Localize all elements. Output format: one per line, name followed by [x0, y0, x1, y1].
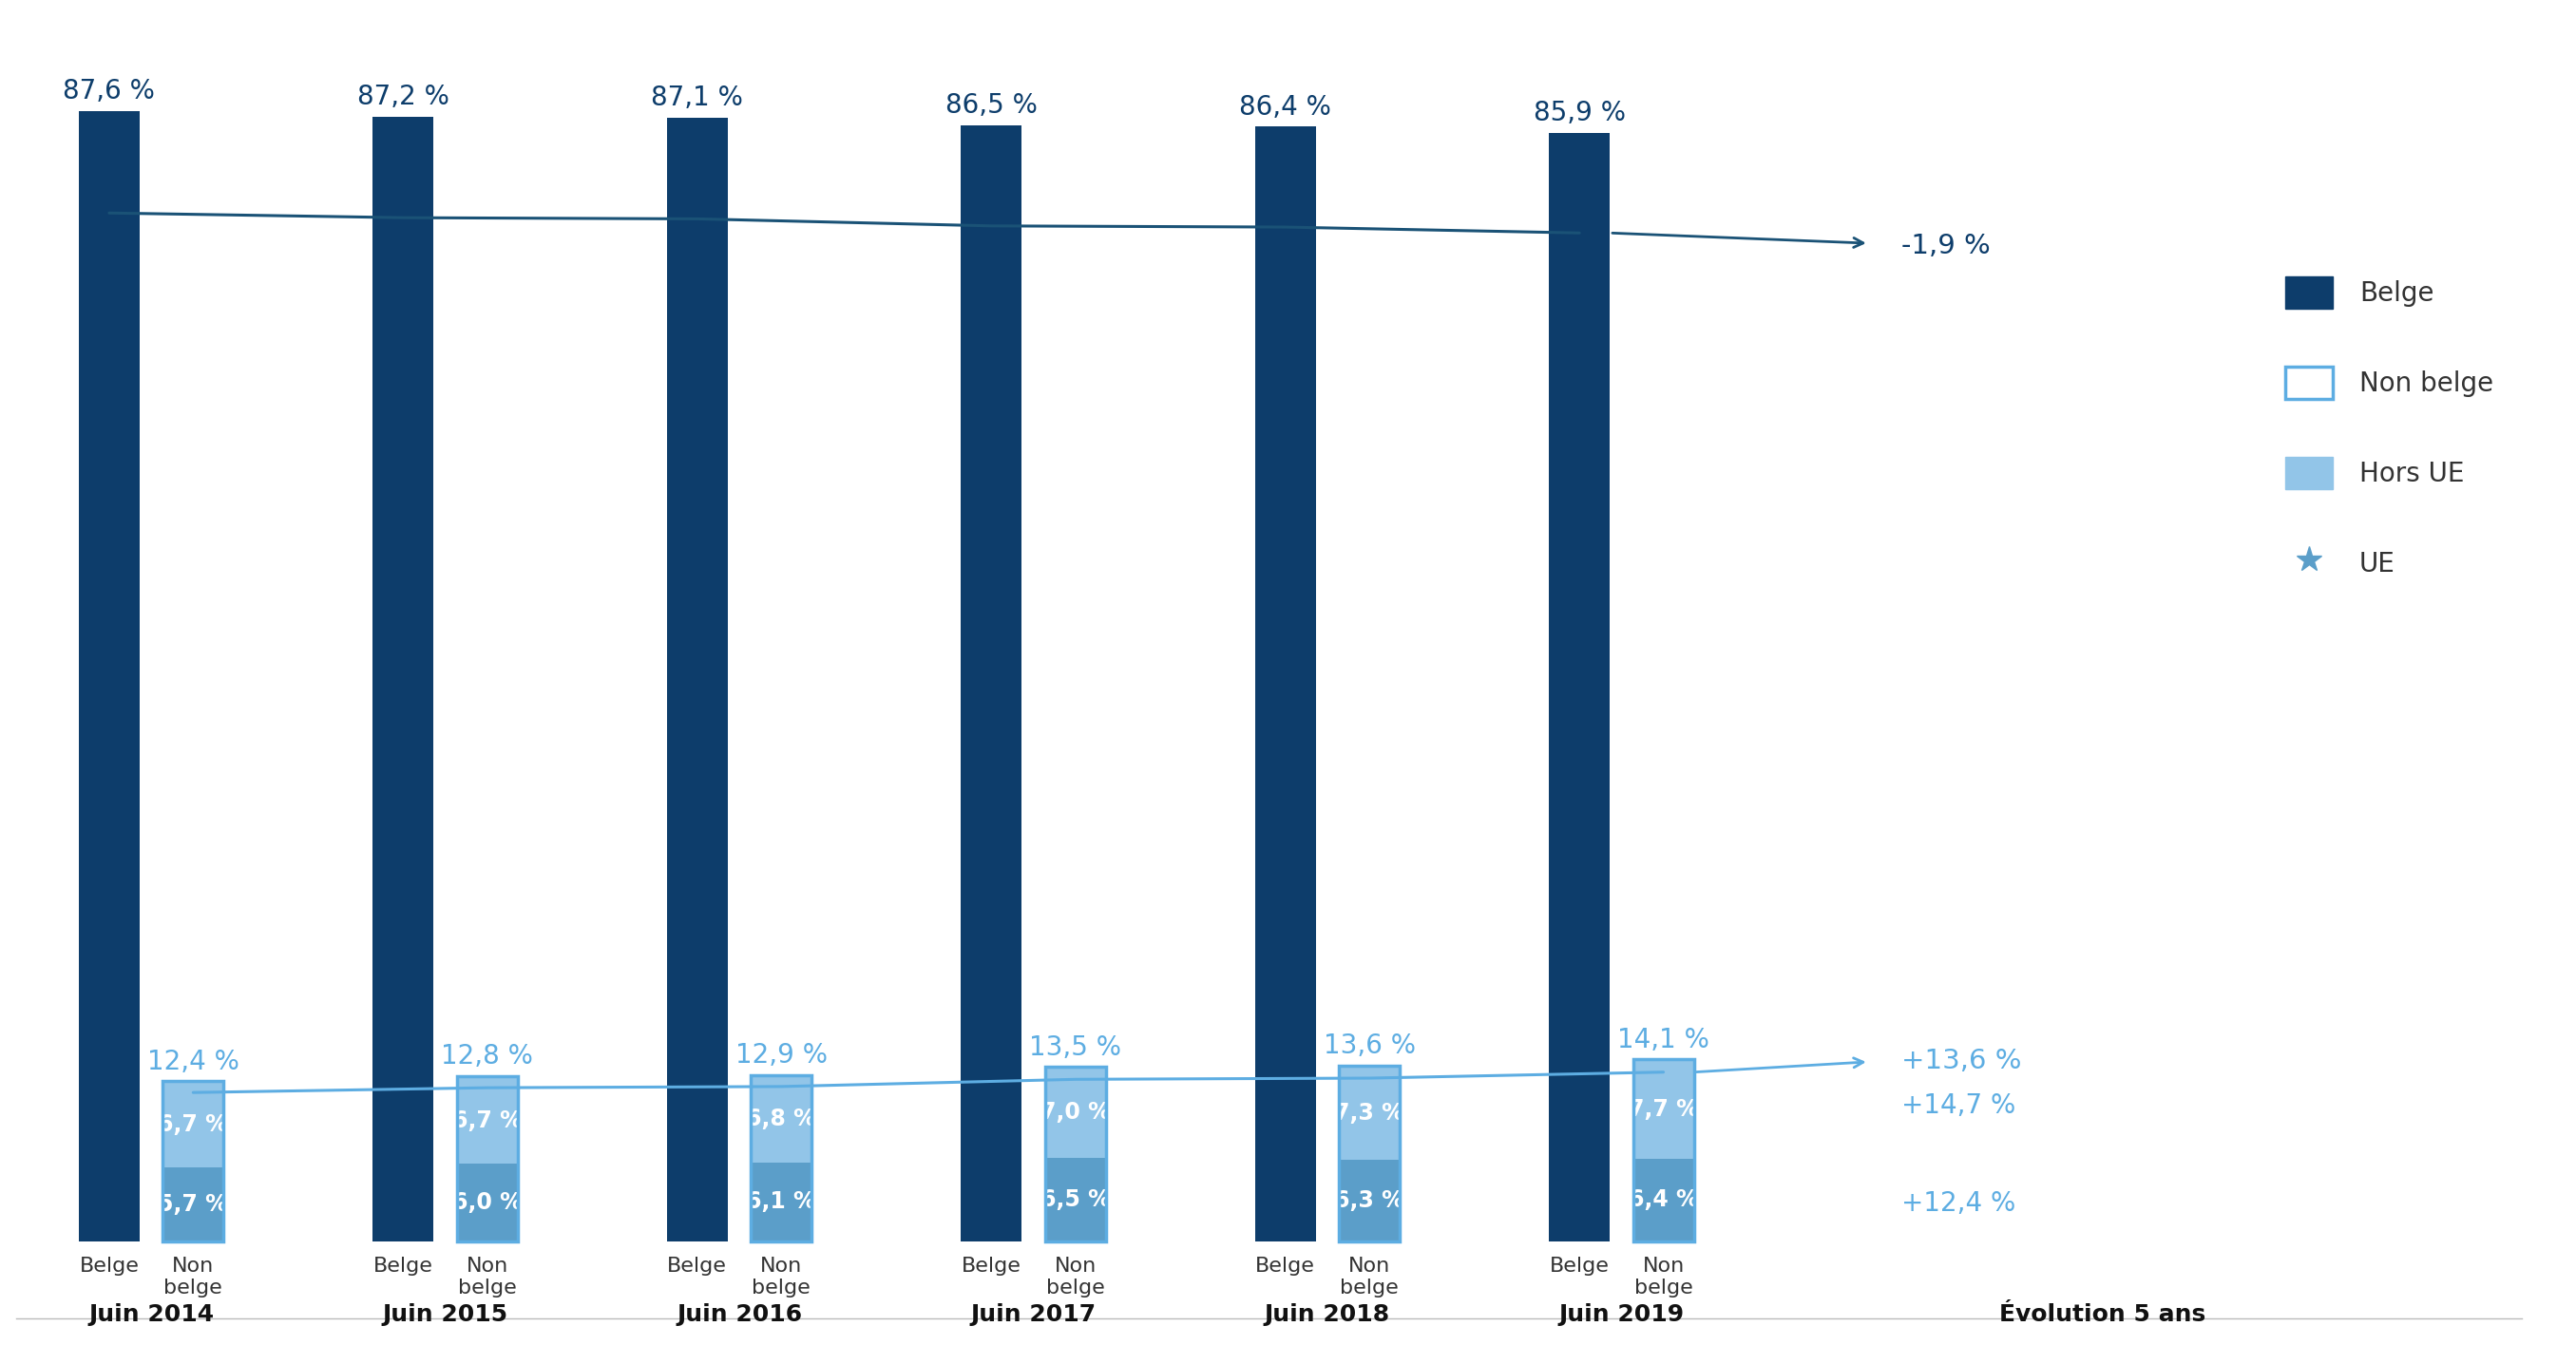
- Text: +14,7 %: +14,7 %: [1901, 1092, 2014, 1119]
- Text: Belge: Belge: [374, 1256, 433, 1276]
- Text: 7,3 %: 7,3 %: [1334, 1102, 1404, 1124]
- Bar: [456, 1163, 518, 1241]
- Text: 85,9 %: 85,9 %: [1533, 100, 1625, 126]
- Text: 14,1 %: 14,1 %: [1618, 1026, 1710, 1053]
- Text: Non
belge: Non belge: [752, 1256, 811, 1298]
- Text: 6,0 %: 6,0 %: [453, 1192, 523, 1215]
- Text: 86,5 %: 86,5 %: [945, 93, 1038, 118]
- Bar: [1548, 133, 1610, 1241]
- Bar: [1046, 1067, 1105, 1241]
- Text: 6,7 %: 6,7 %: [453, 1110, 523, 1132]
- Bar: [162, 1081, 224, 1241]
- Legend: Belge, Non belge, Hors UE, UE: Belge, Non belge, Hors UE, UE: [2272, 264, 2506, 593]
- Text: 12,9 %: 12,9 %: [734, 1042, 827, 1068]
- Text: Juin 2019: Juin 2019: [1558, 1303, 1685, 1326]
- Text: 6,5 %: 6,5 %: [1041, 1188, 1110, 1210]
- Bar: [456, 1077, 518, 1163]
- Text: Belge: Belge: [1255, 1256, 1316, 1276]
- Text: 12,4 %: 12,4 %: [147, 1048, 240, 1075]
- Text: 6,1 %: 6,1 %: [747, 1190, 817, 1213]
- Text: -1,9 %: -1,9 %: [1901, 233, 1991, 260]
- Text: Non
belge: Non belge: [165, 1256, 222, 1298]
- Text: Non
belge: Non belge: [459, 1256, 518, 1298]
- Text: Juin 2015: Juin 2015: [381, 1303, 507, 1326]
- Bar: [1633, 1159, 1695, 1241]
- Text: Belge: Belge: [667, 1256, 726, 1276]
- Text: Belge: Belge: [80, 1256, 139, 1276]
- Text: 86,4 %: 86,4 %: [1239, 94, 1332, 120]
- Text: 87,1 %: 87,1 %: [652, 85, 744, 112]
- Bar: [752, 1162, 811, 1241]
- Text: Juin 2018: Juin 2018: [1265, 1303, 1391, 1326]
- Text: 6,8 %: 6,8 %: [747, 1107, 817, 1130]
- Bar: [961, 125, 1023, 1241]
- Text: 87,6 %: 87,6 %: [64, 78, 155, 105]
- Text: Non
belge: Non belge: [1340, 1256, 1399, 1298]
- Text: +13,6 %: +13,6 %: [1901, 1048, 2022, 1073]
- Bar: [752, 1075, 811, 1162]
- Bar: [162, 1081, 224, 1167]
- Text: Juin 2016: Juin 2016: [677, 1303, 801, 1326]
- Bar: [1340, 1065, 1399, 1241]
- Bar: [456, 1076, 518, 1241]
- Bar: [1046, 1158, 1105, 1241]
- Bar: [1255, 126, 1316, 1241]
- Bar: [752, 1075, 811, 1241]
- Bar: [1046, 1067, 1105, 1158]
- Text: Belge: Belge: [1551, 1256, 1610, 1276]
- Text: 5,7 %: 5,7 %: [157, 1193, 229, 1216]
- Bar: [1340, 1065, 1399, 1159]
- Bar: [667, 118, 726, 1241]
- Text: 13,6 %: 13,6 %: [1324, 1033, 1414, 1060]
- Text: 6,3 %: 6,3 %: [1334, 1189, 1404, 1212]
- Text: +12,4 %: +12,4 %: [1901, 1190, 2014, 1217]
- Text: 7,7 %: 7,7 %: [1628, 1098, 1698, 1120]
- Text: Belge: Belge: [961, 1256, 1020, 1276]
- Text: 13,5 %: 13,5 %: [1030, 1034, 1121, 1061]
- Bar: [162, 1167, 224, 1241]
- Bar: [374, 117, 433, 1241]
- Text: 7,0 %: 7,0 %: [1041, 1102, 1110, 1123]
- Bar: [1633, 1060, 1695, 1241]
- Bar: [1633, 1060, 1695, 1159]
- Text: Non
belge: Non belge: [1046, 1256, 1105, 1298]
- Bar: [80, 112, 139, 1241]
- Text: 6,4 %: 6,4 %: [1628, 1189, 1698, 1212]
- Text: 6,7 %: 6,7 %: [157, 1114, 229, 1137]
- Text: Juin 2017: Juin 2017: [971, 1303, 1095, 1326]
- Text: Juin 2014: Juin 2014: [88, 1303, 214, 1326]
- Text: Évolution 5 ans: Évolution 5 ans: [1999, 1303, 2205, 1326]
- Text: 87,2 %: 87,2 %: [358, 83, 448, 110]
- Bar: [1340, 1159, 1399, 1241]
- Text: Non
belge: Non belge: [1633, 1256, 1692, 1298]
- Text: 12,8 %: 12,8 %: [440, 1044, 533, 1069]
